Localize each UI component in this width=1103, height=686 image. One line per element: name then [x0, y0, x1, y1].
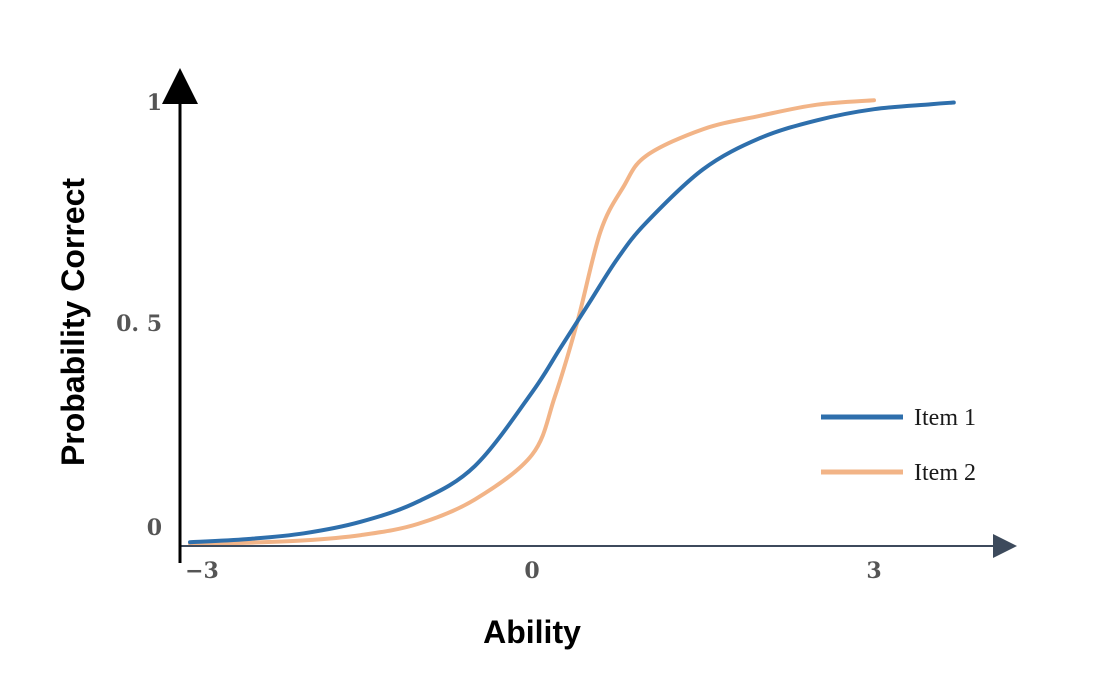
y-axis-title: Probability Correct [55, 178, 91, 466]
y-tick-label: 0 [147, 515, 162, 541]
series-line-1 [188, 100, 956, 545]
y-tick-labels: 0 0. 5 1 [116, 90, 162, 541]
legend-label-1: Item 1 [914, 405, 976, 431]
series-line-2 [188, 98, 876, 546]
x-axis-title: Ability [483, 614, 581, 650]
legend-label-2: Item 2 [914, 460, 976, 486]
x-tick-label: −3 [185, 558, 219, 584]
x-tick-labels: −3 0 3 [185, 558, 882, 584]
x-tick-label: 0 [524, 558, 539, 584]
x-tick-label: 3 [866, 558, 881, 584]
y-tick-label: 0. 5 [116, 311, 162, 337]
y-tick-label: 1 [147, 90, 162, 116]
series-layer [188, 98, 956, 546]
legend: Item 1 Item 2 [821, 405, 976, 486]
